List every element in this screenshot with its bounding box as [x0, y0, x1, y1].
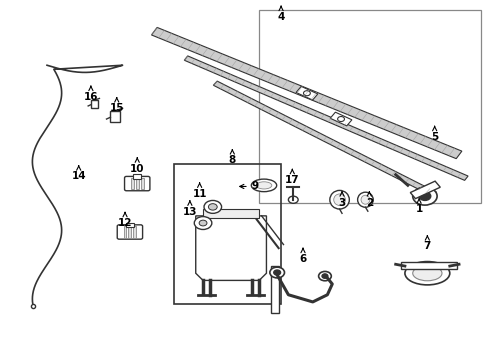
Polygon shape	[295, 86, 317, 100]
Circle shape	[288, 196, 298, 203]
Text: 7: 7	[423, 235, 430, 251]
Text: 16: 16	[83, 86, 98, 102]
Ellipse shape	[360, 195, 369, 204]
Circle shape	[269, 267, 284, 278]
Polygon shape	[184, 56, 467, 180]
Bar	[110, 111, 120, 122]
Bar	[133, 226, 136, 238]
Text: 14: 14	[71, 166, 86, 181]
Circle shape	[203, 201, 221, 213]
Bar	[128, 226, 131, 238]
Bar	[126, 223, 134, 227]
Ellipse shape	[404, 262, 449, 285]
Text: 15: 15	[109, 98, 124, 113]
Circle shape	[418, 192, 430, 201]
Text: 9: 9	[239, 181, 258, 192]
Text: 1: 1	[415, 199, 422, 215]
Ellipse shape	[251, 179, 276, 192]
Bar	[91, 100, 98, 108]
Text: 17: 17	[285, 169, 299, 185]
Text: 10: 10	[130, 158, 144, 174]
Text: 5: 5	[430, 126, 437, 142]
Bar	[173, 164, 281, 304]
Ellipse shape	[329, 190, 348, 209]
Circle shape	[322, 274, 327, 278]
Circle shape	[208, 204, 217, 210]
Text: 3: 3	[338, 192, 345, 208]
Ellipse shape	[256, 182, 271, 189]
Text: 2: 2	[365, 192, 372, 208]
Circle shape	[318, 271, 330, 281]
FancyBboxPatch shape	[124, 176, 150, 191]
Polygon shape	[195, 216, 266, 280]
Polygon shape	[329, 112, 351, 126]
Circle shape	[337, 117, 344, 122]
Ellipse shape	[412, 266, 441, 281]
Bar	[133, 174, 141, 179]
Ellipse shape	[357, 192, 372, 207]
Text: 4: 4	[277, 6, 284, 22]
Circle shape	[194, 217, 211, 229]
Text: 12: 12	[118, 212, 132, 228]
Bar	[141, 178, 143, 189]
FancyBboxPatch shape	[117, 225, 142, 239]
Polygon shape	[151, 27, 461, 159]
Text: 13: 13	[182, 201, 197, 217]
Bar	[136, 178, 139, 189]
Text: 6: 6	[299, 248, 306, 264]
Circle shape	[199, 220, 206, 226]
Polygon shape	[400, 262, 456, 269]
Bar	[131, 178, 134, 189]
Bar	[123, 226, 126, 238]
Circle shape	[303, 91, 310, 96]
Text: 8: 8	[228, 149, 235, 165]
Bar	[409, 181, 439, 199]
Bar	[203, 209, 259, 218]
Circle shape	[412, 187, 436, 205]
Text: 11: 11	[192, 183, 206, 199]
Bar	[259, 10, 480, 203]
Polygon shape	[213, 81, 436, 197]
Polygon shape	[271, 266, 278, 313]
Circle shape	[273, 270, 280, 275]
Ellipse shape	[333, 194, 345, 206]
